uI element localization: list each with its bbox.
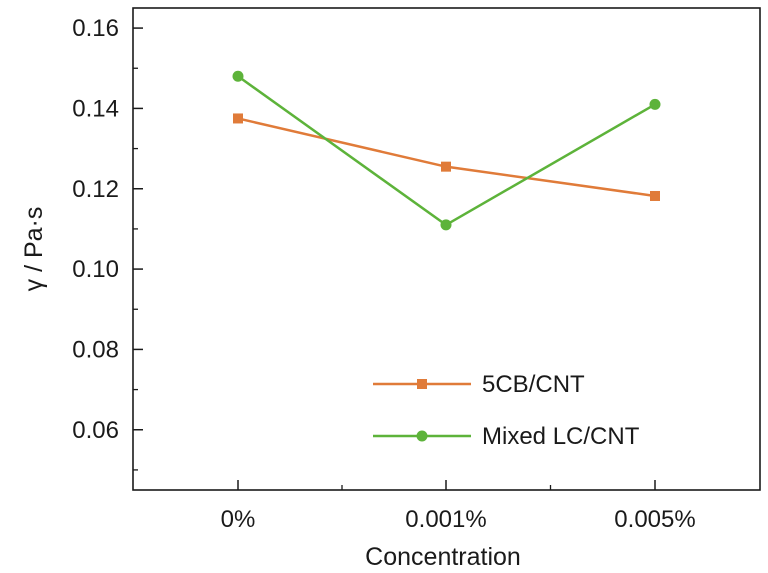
x-tick-label: 0% <box>221 506 256 533</box>
legend-swatch-marker <box>416 430 428 442</box>
y-tick-label: 0.10 <box>72 256 119 283</box>
data-point-circle <box>440 219 452 231</box>
data-point-circle <box>649 98 661 110</box>
data-point-square <box>441 161 451 172</box>
series-layer <box>232 70 661 231</box>
x-axis: 0% 0.001% 0.005% <box>221 480 696 533</box>
data-point-square <box>650 190 660 201</box>
plot-frame <box>132 7 761 491</box>
legend: 5CB/CNT Mixed LC/CNT <box>373 371 640 450</box>
y-tick-label: 0.14 <box>72 95 119 122</box>
y-tick-label: 0.08 <box>72 336 119 363</box>
series-line <box>237 75 656 227</box>
legend-label: Mixed LC/CNT <box>482 423 640 450</box>
x-tick-label: 0.005% <box>614 506 695 533</box>
y-tick-label: 0.16 <box>72 15 119 42</box>
y-axis: 0.06 0.08 0.10 0.12 0.14 0.16 <box>72 15 143 471</box>
data-point-circle <box>232 70 244 82</box>
x-axis-title: Concentration <box>365 543 521 571</box>
x-tick-label: 0.001% <box>405 506 486 533</box>
legend-label: 5CB/CNT <box>482 371 585 398</box>
data-point-square <box>233 113 243 124</box>
y-tick-label: 0.12 <box>72 176 119 203</box>
y-axis-title: γ / Pa·s <box>20 207 48 292</box>
series-line <box>237 117 656 198</box>
y-tick-label: 0.06 <box>72 417 119 444</box>
legend-swatch-marker <box>417 379 427 389</box>
